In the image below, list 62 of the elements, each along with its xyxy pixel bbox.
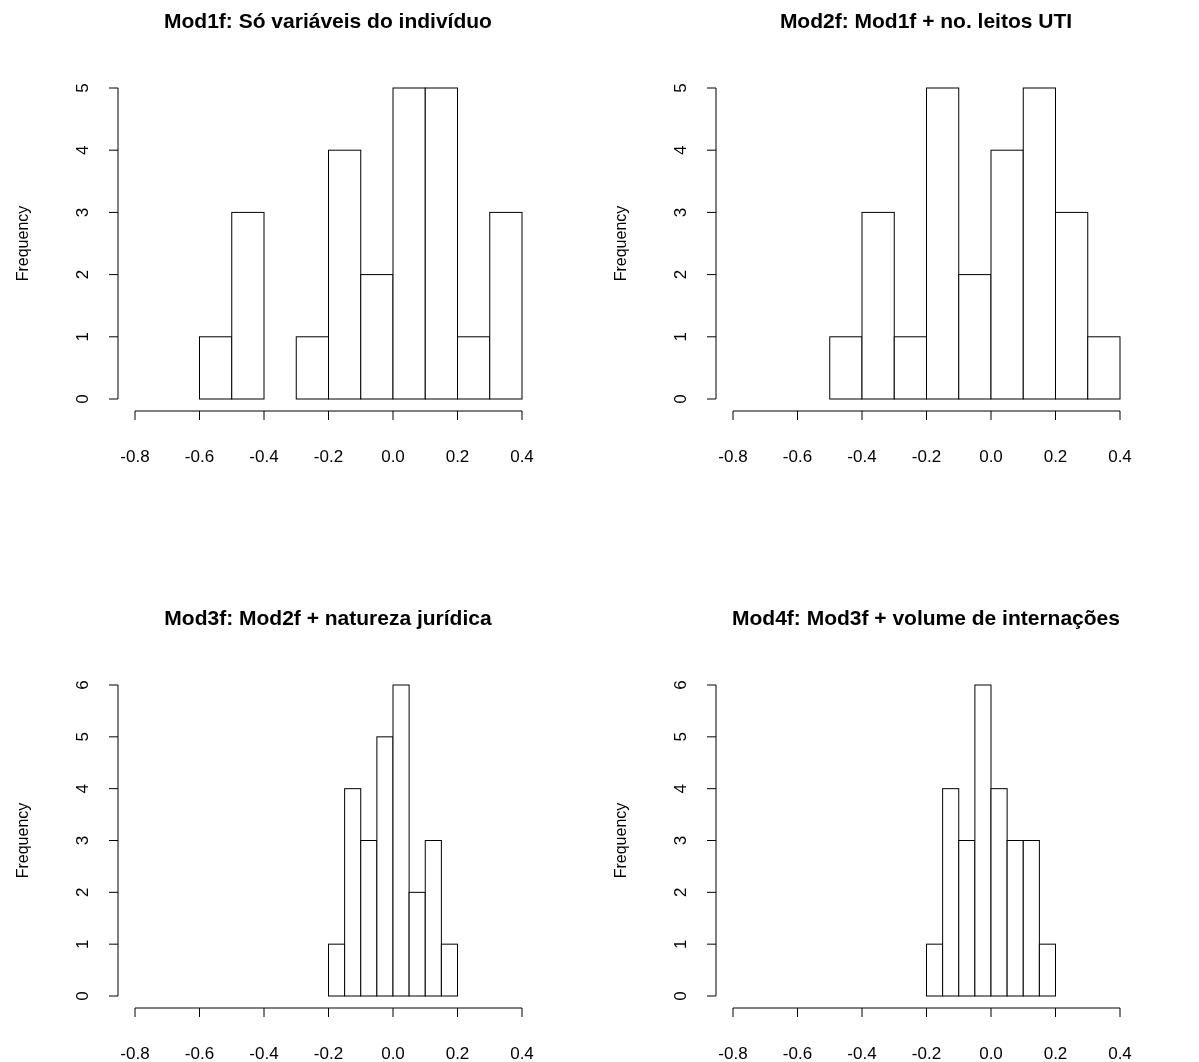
y-tick-label: 5: [671, 83, 690, 93]
x-tick-label: 0.0: [381, 1044, 405, 1062]
chart-title: Mod3f: Mod2f + natureza jurídica: [164, 606, 492, 629]
x-tick-label: 0.2: [445, 1044, 470, 1062]
y-axis-title: Frequency: [14, 802, 31, 879]
y-tick-label: 0: [671, 394, 690, 404]
y-tick-label: 5: [73, 732, 92, 742]
y-tick-label: 2: [671, 269, 690, 280]
y-tick-label: 3: [671, 835, 690, 846]
x-tick-label: -0.2: [313, 1044, 344, 1062]
x-tick-label: -0.8: [120, 1044, 150, 1062]
y-tick-label: 0: [73, 394, 92, 404]
y-tick-label: 3: [671, 207, 690, 218]
y-tick-label: 2: [73, 269, 92, 280]
x-tick-label: -0.6: [184, 1044, 215, 1062]
y-tick-label: 1: [73, 332, 92, 342]
x-tick-label: -0.4: [847, 447, 877, 466]
x-tick-label: 0.2: [1043, 1044, 1068, 1062]
y-tick-label: 1: [73, 939, 92, 949]
y-axis-title: Frequency: [612, 205, 629, 282]
x-tick-label: 0.2: [1043, 447, 1068, 466]
x-tick-label: 0.0: [979, 447, 1003, 466]
y-tick-label: 6: [73, 680, 92, 690]
y-tick-label: 4: [73, 783, 92, 794]
y-tick-label: 0: [671, 991, 690, 1001]
y-tick-label: 0: [73, 991, 92, 1001]
x-tick-label: -0.6: [184, 447, 215, 466]
y-axis-title: Frequency: [14, 205, 31, 282]
chart-title: Mod1f: Só variáveis do indivíduo: [164, 9, 492, 32]
y-axis-title: Frequency: [612, 802, 629, 879]
chart-title: Mod4f: Mod3f + volume de internações: [732, 606, 1120, 629]
y-tick-label: 1: [671, 332, 690, 342]
x-tick-label: 0.4: [510, 447, 534, 466]
x-tick-label: -0.8: [718, 447, 748, 466]
x-tick-label: 0.4: [1108, 1044, 1132, 1062]
y-tick-label: 6: [671, 680, 690, 690]
y-tick-label: 4: [671, 783, 690, 794]
y-tick-label: 5: [73, 83, 92, 93]
y-tick-label: 3: [73, 835, 92, 846]
x-tick-label: 0.0: [381, 447, 405, 466]
x-tick-label: 0.2: [445, 447, 470, 466]
y-tick-label: 3: [73, 207, 92, 218]
x-tick-label: -0.8: [718, 1044, 748, 1062]
x-tick-label: -0.2: [911, 447, 942, 466]
x-tick-label: 0.0: [979, 1044, 1003, 1062]
x-tick-label: -0.6: [782, 1044, 813, 1062]
y-tick-label: 4: [671, 145, 690, 155]
x-tick-label: -0.4: [847, 1044, 877, 1062]
y-tick-label: 5: [671, 732, 690, 742]
chart-title: Mod2f: Mod1f + no. leitos UTI: [779, 9, 1073, 32]
y-tick-label: 4: [73, 145, 92, 155]
x-tick-label: -0.8: [120, 447, 150, 466]
x-tick-label: -0.2: [313, 447, 344, 466]
x-tick-label: -0.4: [249, 1044, 279, 1062]
x-tick-label: -0.6: [782, 447, 813, 466]
y-tick-label: 2: [73, 887, 92, 898]
x-tick-label: 0.4: [1108, 447, 1132, 466]
x-tick-label: 0.4: [510, 1044, 534, 1062]
y-tick-label: 1: [671, 939, 690, 949]
y-tick-label: 2: [671, 887, 690, 898]
x-tick-label: -0.4: [249, 447, 279, 466]
x-tick-label: -0.2: [911, 1044, 942, 1062]
